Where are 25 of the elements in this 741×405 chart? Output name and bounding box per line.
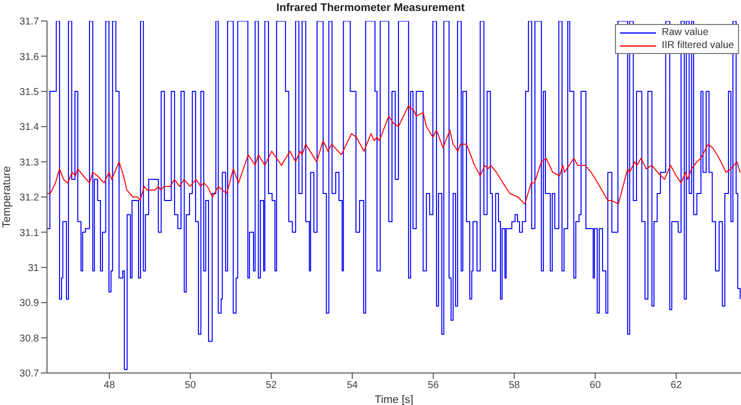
y-tick-label: 31.4	[20, 122, 40, 134]
y-tick-label: 30.8	[20, 333, 40, 344]
x-tick-label: 60	[590, 380, 602, 392]
y-tick-label: 31.7	[20, 16, 40, 28]
y-tick-label: 30.7	[20, 368, 40, 380]
y-axis-title: Temperature	[0, 166, 13, 228]
y-tick-label: 31.3	[20, 157, 40, 168]
y-tick-label: 30.9	[20, 298, 40, 310]
x-tick-label: 58	[508, 380, 520, 392]
y-tick-label: 31.6	[20, 52, 40, 63]
x-tick-label: 50	[184, 380, 196, 392]
x-axis-title: Time [s]	[374, 394, 414, 405]
x-tick-label: 56	[428, 380, 440, 392]
y-tick-label: 31	[28, 262, 40, 274]
x-tick-label: 52	[266, 380, 278, 392]
y-tick-label: 31.2	[20, 192, 40, 204]
y-tick-label: 31.5	[20, 86, 40, 98]
x-tick-label: 62	[670, 380, 682, 392]
y-tick-label: 31.1	[20, 228, 40, 239]
line-series	[47, 104, 741, 205]
x-tick-label: 54	[346, 380, 358, 392]
x-tick-label: 48	[104, 380, 116, 392]
chart-title: Infrared Thermometer Measurement	[275, 2, 466, 14]
legend-label: IIR filtered value	[662, 39, 734, 52]
legend-label: Raw value	[662, 26, 708, 39]
